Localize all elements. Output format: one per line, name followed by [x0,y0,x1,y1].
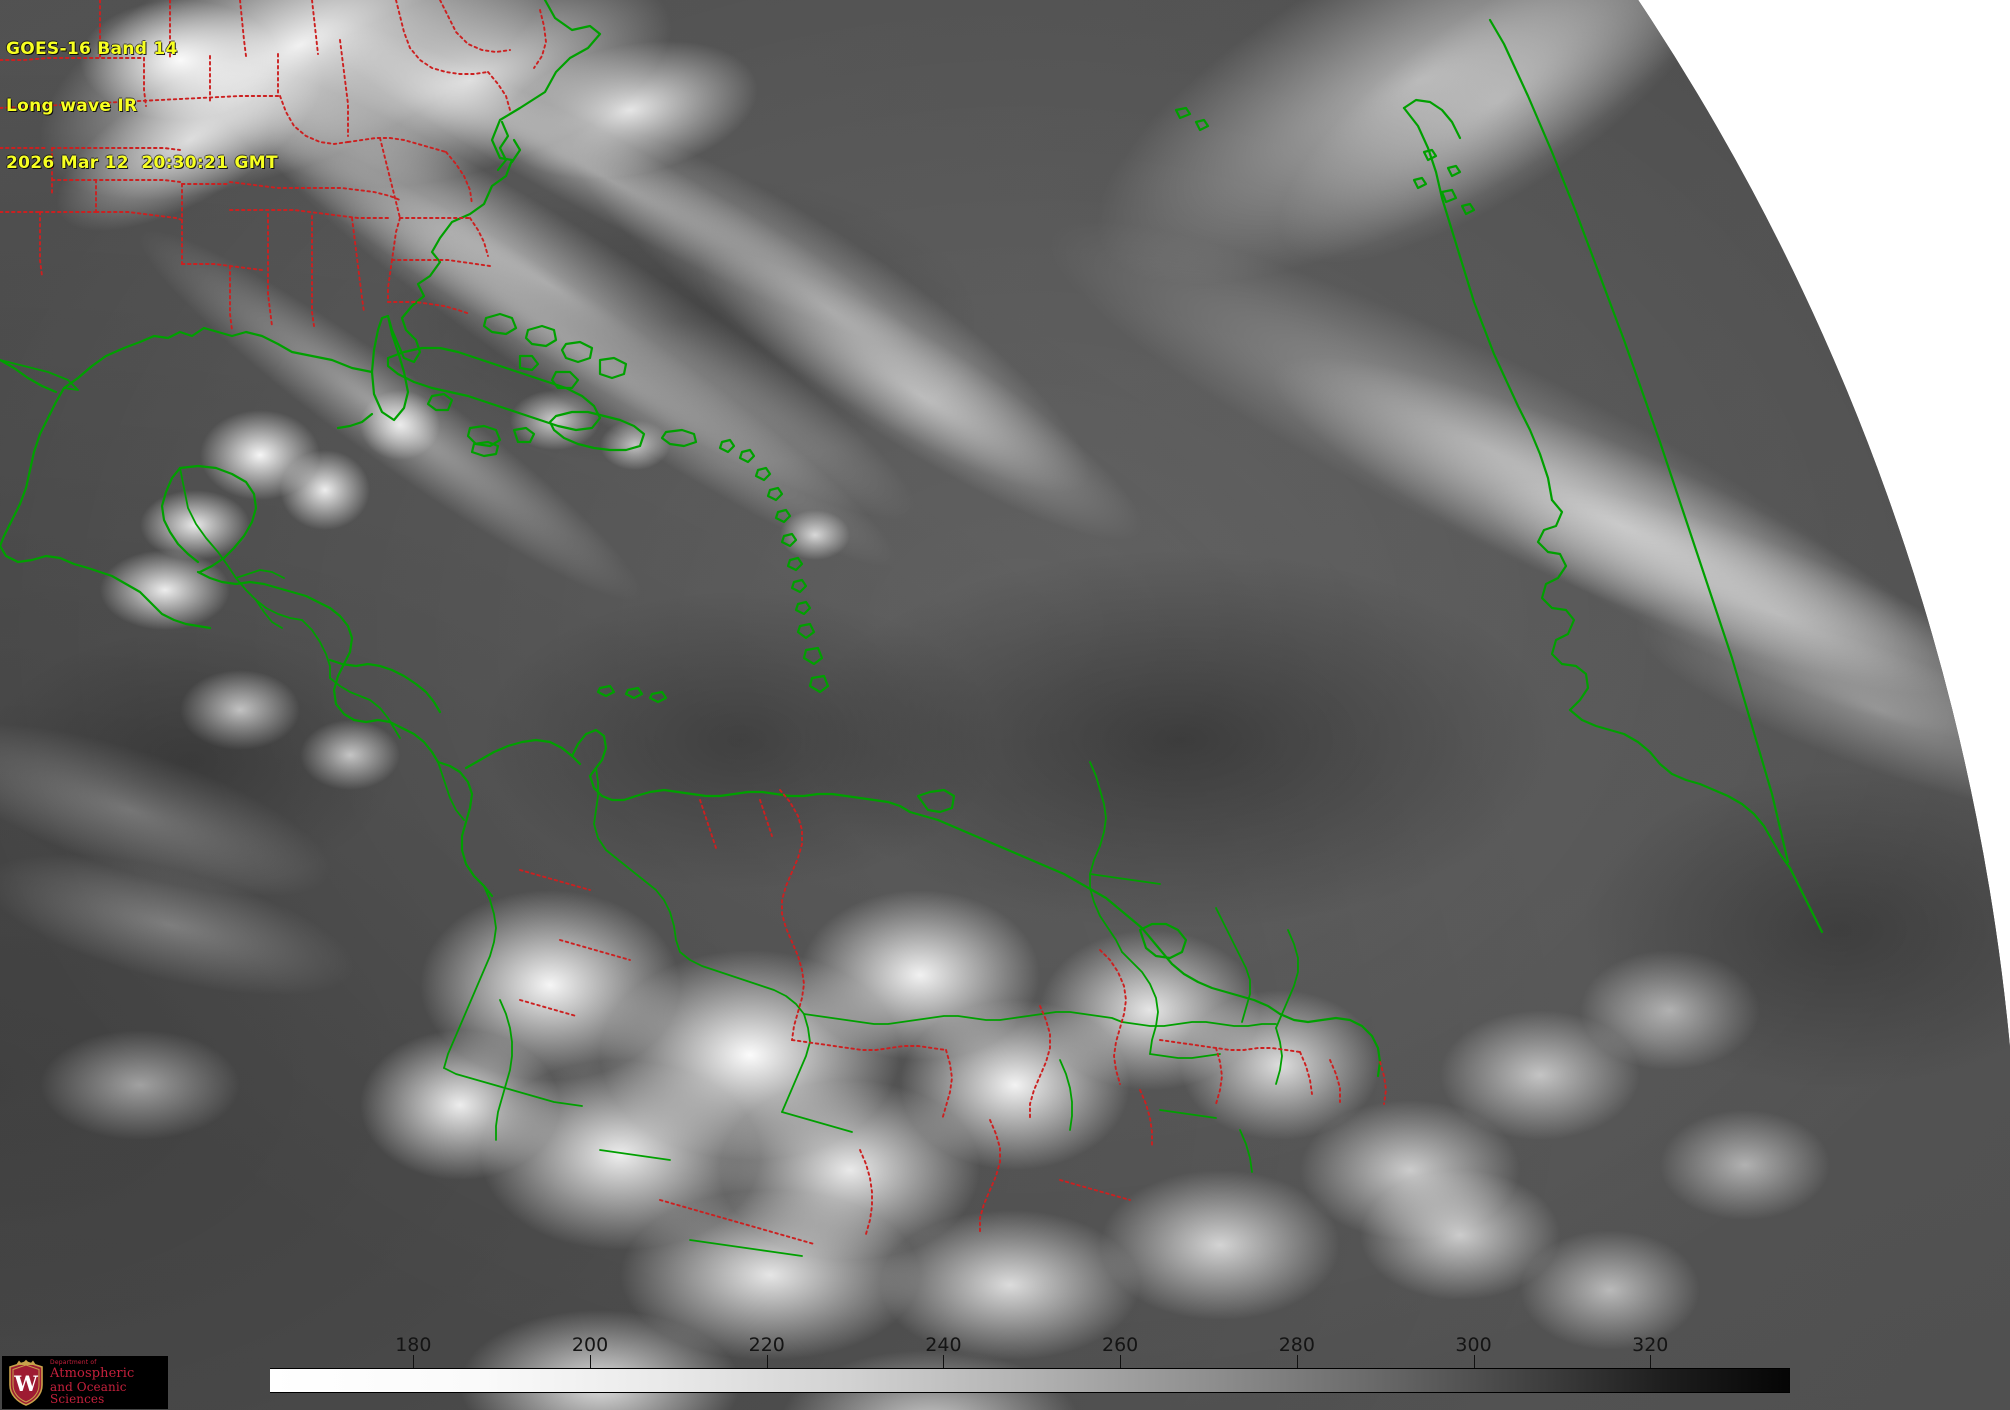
temperature-colorbar [270,1368,1790,1393]
colorbar-tick-label: 240 [925,1334,962,1356]
colorbar-tick-label: 260 [1102,1334,1139,1356]
channel-description-label: Long wave IR [6,96,138,116]
logo-department-label: Department of [50,1359,97,1366]
colorbar-tick [943,1355,945,1368]
colorbar-tick-label: 280 [1278,1334,1315,1356]
svg-text:W: W [13,1371,38,1396]
colorbar-tick [1473,1355,1475,1368]
colorbar-tick [766,1355,768,1368]
colorbar-tick-label: 200 [571,1334,609,1356]
colorbar-tick [1296,1355,1298,1368]
timestamp-label: 2026 Mar 12 20:30:21 GMT [6,153,278,173]
image-annotation-header: GOES-16 Band 14 Long wave IR 2026 Mar 12… [6,2,278,211]
uw-crest-icon: W [6,1359,46,1406]
colorbar-tick [1120,1355,1122,1368]
colorbar-tick-label: 220 [748,1334,785,1356]
colorbar-tick [1650,1355,1652,1368]
colorbar-tick-label: 180 [395,1334,432,1356]
logo-line-oceanic: and Oceanic Sciences [50,1380,127,1406]
uw-aos-logo: W Department of Atmospheric and Oceanic … [2,1356,168,1409]
colorbar-tick-label: 320 [1632,1334,1669,1356]
logo-line-atmospheric: Atmospheric [50,1366,135,1381]
colorbar-tick [413,1355,415,1368]
colorbar-tick [590,1355,592,1368]
colorbar-tick-label: 300 [1455,1334,1492,1356]
uw-aos-logo-text: Department of Atmospheric and Oceanic Sc… [50,1359,168,1406]
satellite-band-label: GOES-16 Band 14 [6,39,178,59]
